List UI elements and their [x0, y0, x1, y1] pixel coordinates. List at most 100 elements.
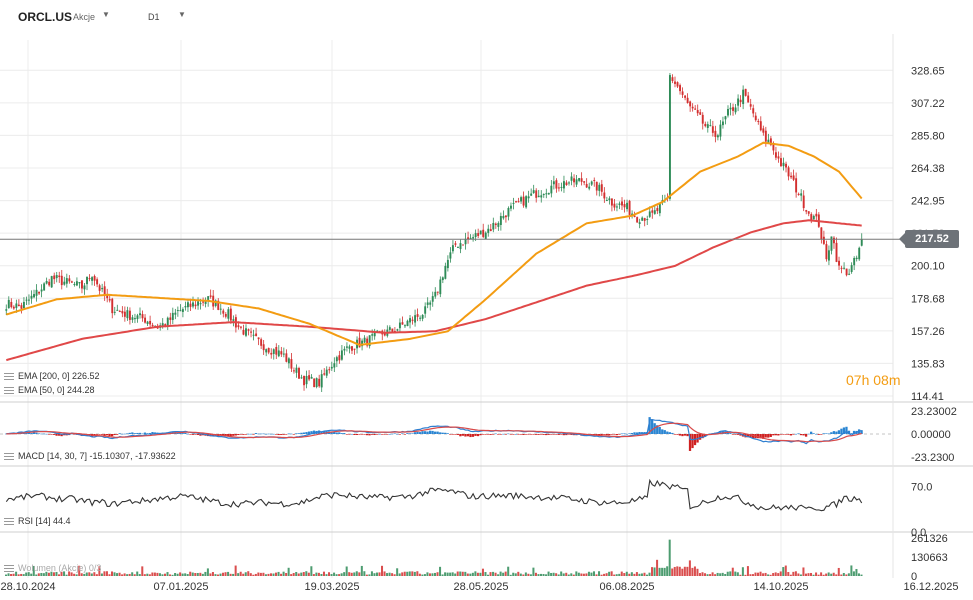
- macd-histogram-bar: [386, 434, 389, 435]
- macd-histogram-bar: [476, 434, 480, 437]
- volume-bar: [166, 572, 169, 576]
- price-candle: [759, 121, 762, 131]
- volume-bar: [252, 574, 255, 576]
- volume-bar: [151, 572, 154, 576]
- volume-bar: [605, 573, 608, 576]
- price-candle: [262, 344, 265, 351]
- price-candle: [699, 112, 702, 115]
- volume-bar: [789, 574, 792, 576]
- legend-macd[interactable]: MACD [14, 30, 7] -15.10307, -17.93622: [4, 451, 176, 461]
- macd-histogram-bar: [474, 434, 477, 436]
- volume-bar: [201, 573, 204, 576]
- volume-bar: [421, 574, 424, 576]
- macd-histogram-bar: [633, 432, 636, 434]
- price-candle: [530, 193, 533, 196]
- volume-bar: [300, 572, 303, 576]
- price-candle: [58, 275, 61, 278]
- macd-histogram-bar: [126, 433, 129, 435]
- price-candle: [141, 314, 144, 319]
- volume-bar: [595, 574, 598, 576]
- volume-bar: [628, 573, 631, 576]
- price-candle: [192, 302, 194, 307]
- instrument-dropdown-icon[interactable]: ▼: [102, 10, 110, 19]
- volume-bar: [497, 574, 500, 576]
- legend-volume[interactable]: Wolumen (Akcje) 0/3: [4, 563, 101, 573]
- price-candle: [499, 216, 502, 225]
- macd-histogram-bar: [47, 434, 51, 435]
- macd-histogram-bar: [108, 434, 111, 437]
- price-candle: [270, 352, 273, 355]
- macd-histogram-bar: [547, 434, 550, 435]
- symbol-label[interactable]: ORCL.US: [18, 10, 72, 24]
- volume-bar: [767, 574, 770, 576]
- volume-bar: [509, 574, 512, 576]
- price-candle: [563, 181, 565, 189]
- volume-bar: [681, 568, 684, 576]
- macd-histogram-bar: [290, 433, 293, 435]
- macd-histogram-bar: [492, 434, 495, 435]
- legend-rsi[interactable]: RSI [14] 44.4: [4, 516, 71, 526]
- macd-histogram-bar: [840, 428, 843, 434]
- price-candle: [338, 355, 341, 361]
- volume-bar: [663, 567, 666, 576]
- macd-histogram-bar: [726, 432, 730, 434]
- legend-menu-icon[interactable]: [4, 518, 14, 526]
- macd-histogram-bar: [489, 434, 492, 435]
- macd-histogram-bar: [764, 434, 767, 438]
- macd-histogram-bar: [638, 431, 641, 434]
- price-candle: [714, 130, 717, 137]
- price-candle: [237, 325, 240, 328]
- price-candle: [113, 311, 116, 313]
- macd-histogram-bar: [512, 434, 515, 435]
- volume-bar: [403, 571, 406, 576]
- volume-bar: [630, 572, 633, 576]
- timeframe-label[interactable]: D1: [148, 12, 160, 22]
- volume-bar: [802, 567, 805, 576]
- price-candle: [313, 378, 316, 388]
- volume-bar: [320, 573, 323, 576]
- macd-histogram-bar: [572, 434, 576, 436]
- volume-bar: [345, 566, 348, 576]
- macd-histogram-bar: [830, 432, 833, 434]
- volume-bar: [45, 571, 48, 576]
- legend-menu-icon[interactable]: [4, 373, 14, 381]
- timeframe-dropdown-icon[interactable]: ▼: [178, 10, 186, 19]
- legend-menu-icon[interactable]: [4, 565, 14, 573]
- macd-histogram-bar: [479, 434, 482, 436]
- volume-bar: [7, 573, 10, 576]
- price-axis-tick: 285.80: [911, 130, 945, 142]
- price-candle: [656, 208, 659, 212]
- macd-histogram-bar: [393, 433, 396, 435]
- volume-bar: [328, 572, 331, 576]
- volume-bar: [736, 572, 739, 576]
- volume-bar: [537, 574, 540, 576]
- macd-histogram-bar: [363, 434, 366, 435]
- macd-histogram-bar: [461, 434, 465, 436]
- macd-histogram-bar: [774, 434, 777, 436]
- legend-menu-icon[interactable]: [4, 387, 14, 395]
- price-candle: [10, 301, 13, 308]
- volume-bar: [618, 573, 621, 576]
- macd-histogram-bar: [794, 433, 798, 435]
- legend-ema50[interactable]: EMA [50, 0] 244.28: [4, 385, 95, 395]
- legend-menu-icon[interactable]: [4, 453, 14, 461]
- volume-bar: [704, 573, 707, 576]
- price-candle: [73, 284, 76, 286]
- price-candle: [75, 281, 78, 286]
- legend-ema200[interactable]: EMA [200, 0] 226.52: [4, 371, 100, 381]
- volume-bar: [762, 573, 765, 576]
- price-candle: [457, 246, 459, 248]
- price-candle: [769, 138, 772, 145]
- volume-bar: [807, 573, 810, 576]
- countdown-hours: 07: [846, 372, 862, 388]
- price-candle: [762, 128, 765, 133]
- macd-histogram-bar: [388, 433, 391, 435]
- price-candle: [136, 315, 139, 320]
- price-candle: [325, 369, 328, 376]
- volume-bar: [822, 574, 825, 576]
- volume-bar: [499, 571, 502, 576]
- volume-bar: [388, 572, 391, 576]
- macd-histogram-bar: [322, 431, 326, 434]
